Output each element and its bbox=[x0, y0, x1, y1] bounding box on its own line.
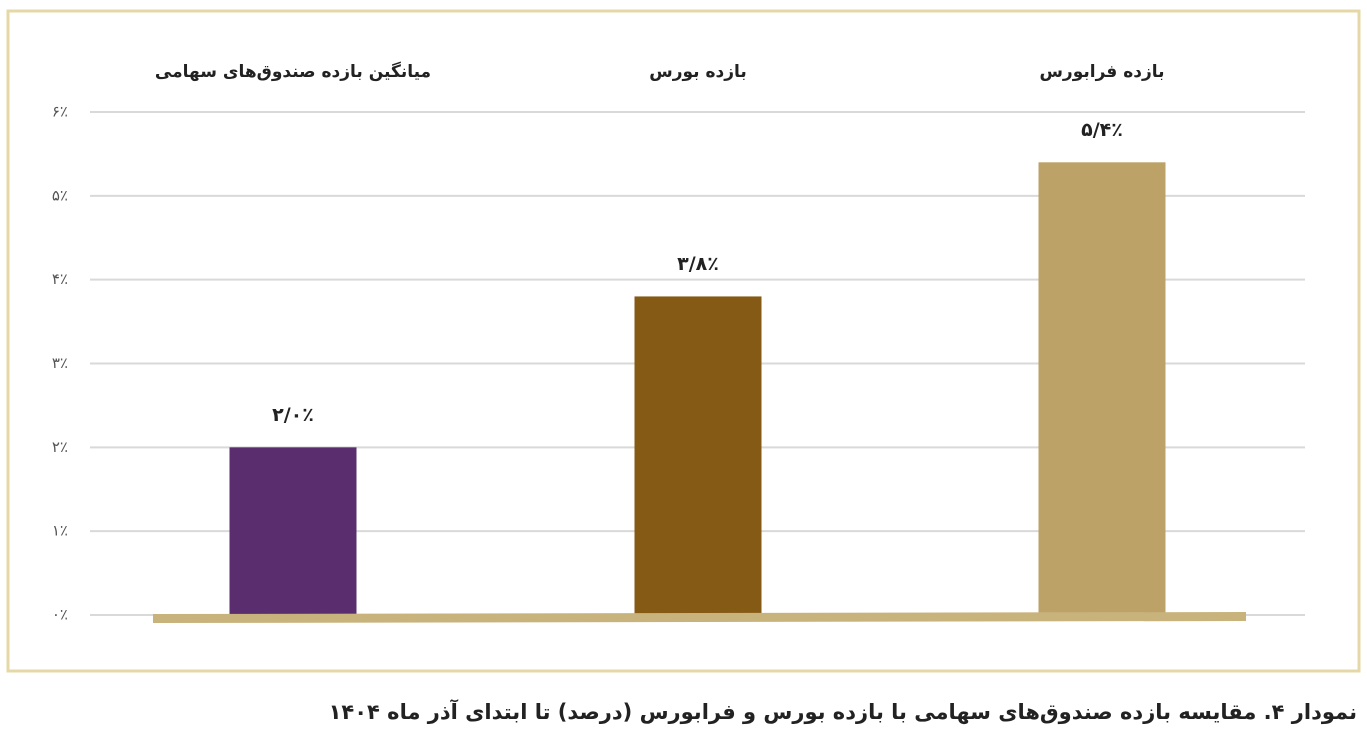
category-label: بازده بورس bbox=[649, 62, 747, 82]
y-tick-label: ۱٪ bbox=[52, 522, 68, 540]
frame bbox=[6, 9, 1361, 673]
bar bbox=[1038, 162, 1166, 616]
value-label: ۵/۴٪ bbox=[1081, 119, 1123, 141]
bar bbox=[634, 296, 762, 615]
value-label: ۲/۰٪ bbox=[272, 404, 314, 426]
y-tick-label: ۰٪ bbox=[52, 606, 68, 624]
y-tick-label: ۳٪ bbox=[52, 354, 68, 372]
y-tick-label: ۶٪ bbox=[52, 103, 68, 121]
y-tick-label: ۵٪ bbox=[52, 186, 68, 204]
y-tick-label: ۴٪ bbox=[52, 270, 68, 288]
category-label: بازده فرابورس bbox=[1039, 62, 1164, 82]
chart-caption: نمودار ۴. مقایسه بازده صندوق‌های سهامی ب… bbox=[329, 699, 1357, 724]
bar bbox=[229, 447, 357, 615]
baseline bbox=[153, 612, 1246, 623]
category-label: میانگین بازده صندوق‌های سهامی bbox=[155, 61, 431, 82]
y-tick-label: ۲٪ bbox=[52, 438, 68, 456]
value-label: ۳/۸٪ bbox=[677, 253, 719, 275]
